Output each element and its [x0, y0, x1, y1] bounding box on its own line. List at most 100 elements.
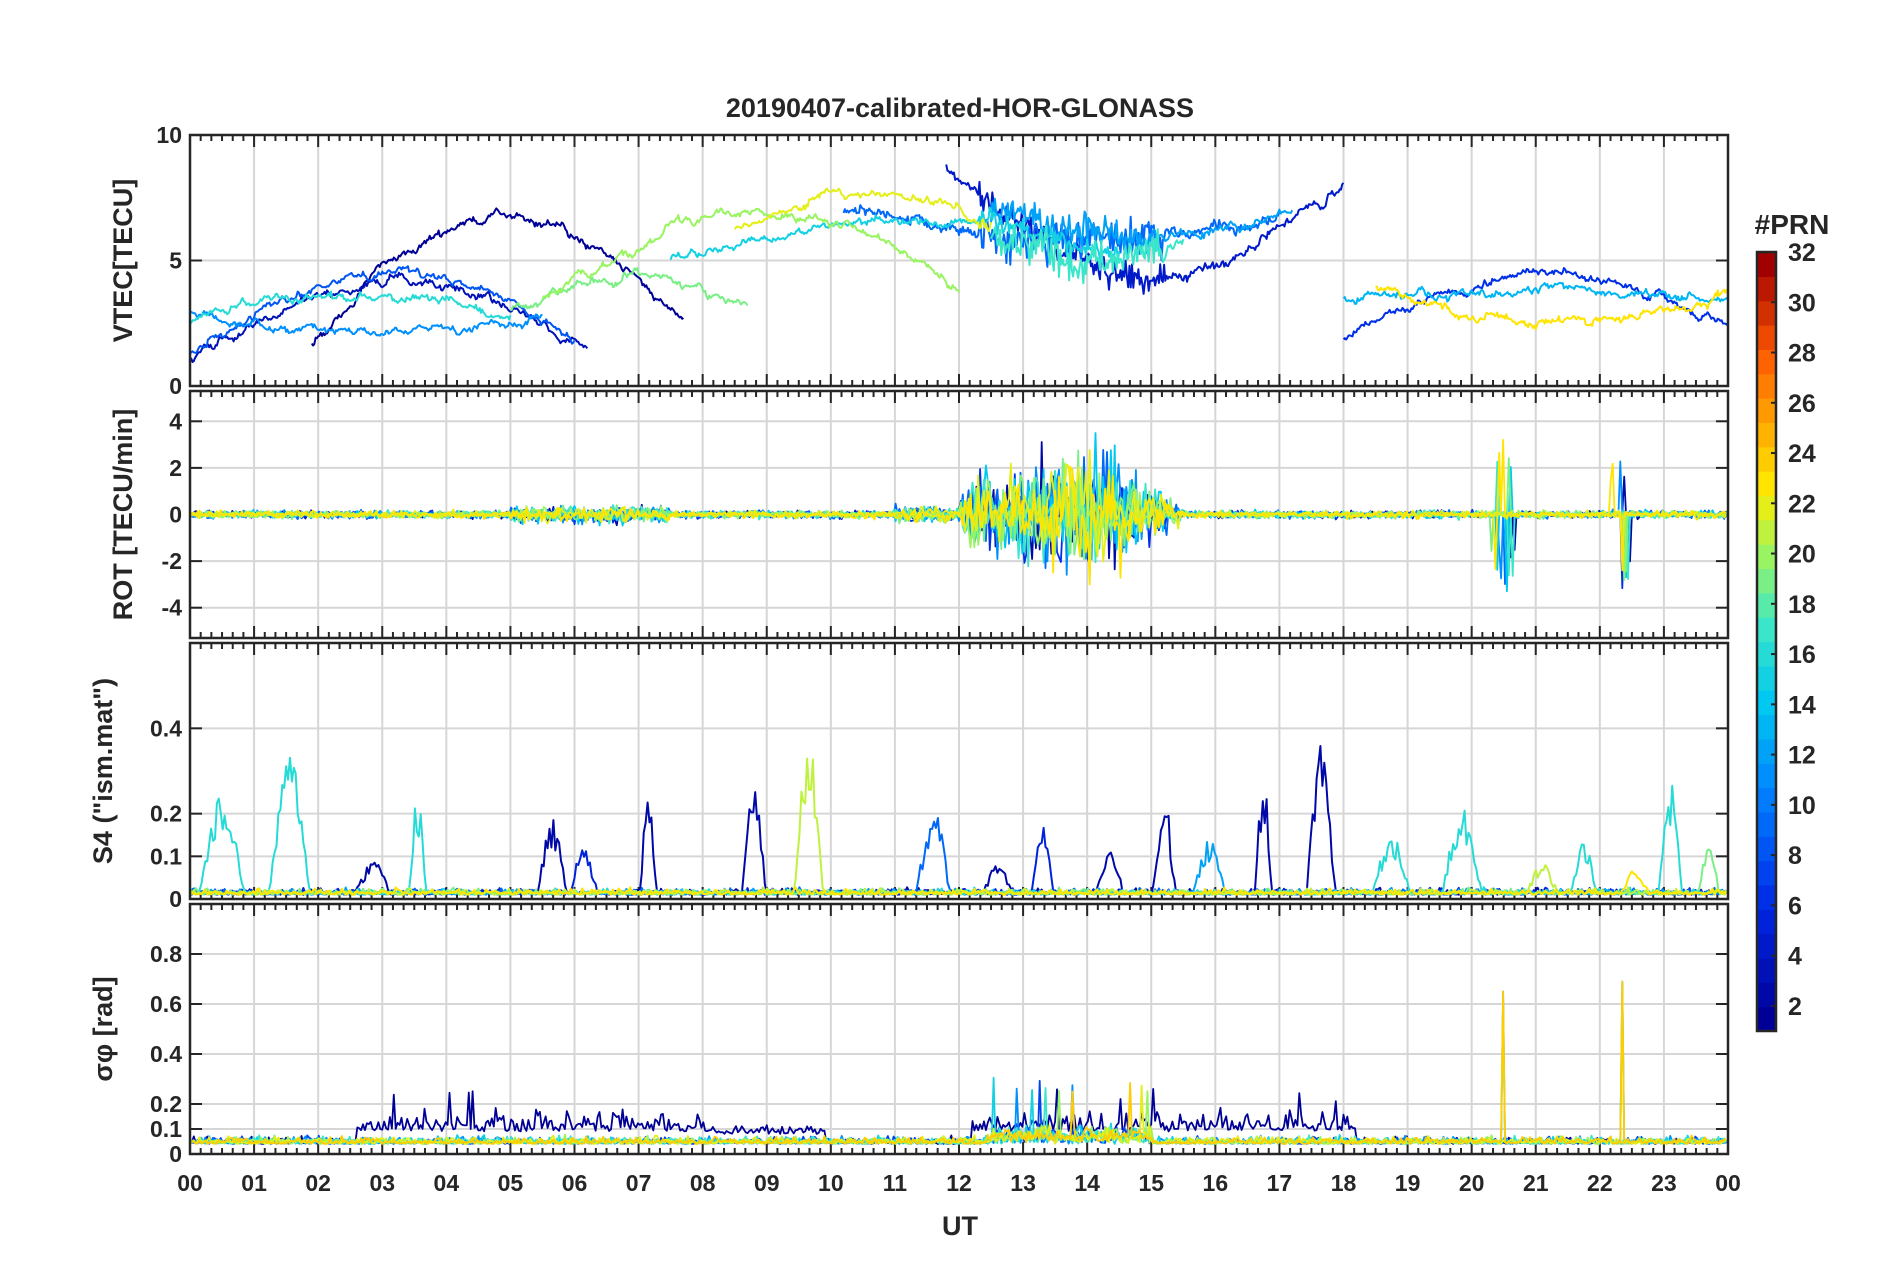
y-axis-title: ROT [TECU/min] [108, 409, 138, 620]
colorbar-segment [1757, 519, 1776, 545]
x-tick-label: 00 [177, 1170, 203, 1196]
vtec-line-prn-17 [990, 223, 1185, 285]
colorbar-segment [1757, 544, 1776, 570]
colorbar-segment [1757, 617, 1776, 643]
x-tick-label: 11 [883, 1170, 908, 1196]
vtec-line-prn-20 [541, 207, 960, 300]
x-tick-label: 14 [1074, 1170, 1100, 1196]
x-tick-label: 05 [498, 1170, 524, 1196]
vtec-series-group [190, 164, 1728, 363]
y-tick-label: 10 [156, 122, 182, 148]
colorbar-segment [1757, 592, 1776, 618]
colorbar-segment [1757, 884, 1776, 910]
y-tick-label: 0.1 [150, 843, 182, 869]
colorbar-tick-label: 20 [1788, 541, 1816, 569]
colorbar-segment [1757, 422, 1776, 448]
x-tick-label: 13 [1010, 1170, 1036, 1196]
colorbar-segment [1757, 373, 1776, 399]
colorbar-tick-label: 28 [1788, 340, 1816, 368]
x-axis-tick-labels: 00 01 02 03 04 05 06 07 08 09 10 11 12 13 14 15 16 17 18 19… [177, 1170, 1741, 1196]
plot-frame [188, 902, 1730, 1156]
sigma-line-prn-22 [190, 1084, 1727, 1145]
y-tick-label: 0.4 [150, 715, 182, 741]
colorbar-segment [1757, 300, 1776, 326]
colorbar-segment [1757, 495, 1776, 521]
colorbar-segment [1757, 738, 1776, 764]
colorbar-tick-label: 32 [1788, 239, 1816, 267]
colorbar-tick-label: 18 [1788, 591, 1816, 619]
x-tick-label: 21 [1523, 1170, 1549, 1196]
colorbar-segment [1757, 787, 1776, 813]
s4-series-group [190, 745, 1727, 896]
y-tick-label: 5 [169, 248, 182, 274]
vtec-line-prn-19 [510, 267, 749, 312]
x-axis-title: UT [942, 1211, 978, 1241]
colorbar-segment [1757, 836, 1776, 862]
vtec-line-prn-1 [310, 207, 685, 347]
plot-frame [188, 133, 1730, 388]
vtec-line-prn-22 [733, 187, 992, 233]
colorbar-segment [1757, 933, 1776, 959]
vtec-line-prn-11 [190, 310, 543, 337]
y-tick-label: 0.2 [150, 1091, 182, 1117]
vtec-line-prn-23 [1375, 285, 1728, 331]
colorbar-segment [1757, 1006, 1776, 1032]
x-tick-label: 07 [626, 1170, 652, 1196]
colorbar-segment [1757, 252, 1776, 277]
x-tick-label: 17 [1267, 1170, 1293, 1196]
x-tick-label: 09 [754, 1170, 780, 1196]
x-tick-label: 19 [1395, 1170, 1421, 1196]
sigma-series-group [190, 980, 1727, 1145]
x-tick-label: 16 [1203, 1170, 1229, 1196]
colorbar-segment [1757, 349, 1776, 375]
colorbar-title: #PRN [1755, 209, 1830, 240]
y-axis-title: S4 ("ism.mat") [88, 678, 118, 864]
y-axis-title: σφ [rad] [88, 976, 118, 1081]
colorbar-tick-label: 8 [1788, 842, 1802, 870]
colorbar-segment [1757, 909, 1776, 935]
vtec-line-prn-3 [190, 271, 589, 363]
vtec-line-prn-8 [190, 265, 576, 355]
rot-line-prn-23 [190, 439, 1727, 586]
colorbar-segment [1757, 811, 1776, 837]
y-tick-label: 0.8 [150, 941, 182, 967]
colorbar-segment [1757, 957, 1776, 983]
y-tick-label: -2 [162, 548, 182, 574]
y-tick-label: 0 [169, 502, 182, 528]
colorbar-frame [1755, 250, 1778, 1033]
y-tick-label: 0.6 [150, 991, 182, 1017]
sigma-line-prn-24 [190, 980, 1727, 1145]
x-tick-label: 08 [690, 1170, 716, 1196]
y-tick-label: 0 [169, 886, 182, 912]
x-tick-label: 03 [369, 1170, 395, 1196]
colorbar-segment [1757, 398, 1776, 424]
x-tick-label: 02 [305, 1170, 331, 1196]
y-tick-label: 0.4 [150, 1041, 182, 1067]
panel-rot: -4 -2 0 2 4 ROT [TECU/min] [108, 389, 1730, 640]
colorbar-segment [1757, 714, 1776, 740]
colorbar-tick-label: 24 [1788, 440, 1816, 468]
colorbar-tick-label: 30 [1788, 289, 1816, 317]
colorbar-tick-label: 22 [1788, 490, 1816, 518]
x-tick-label: 04 [434, 1170, 460, 1196]
colorbar-segment [1757, 665, 1776, 691]
colorbar-tick-label: 10 [1788, 792, 1816, 820]
vtec-line-prn-4 [945, 164, 1345, 295]
plot-frame [188, 389, 1730, 640]
s4-line-prn-23 [190, 870, 1727, 896]
x-tick-label: 00 [1715, 1170, 1741, 1196]
colorbar-tick-label: 12 [1788, 742, 1816, 770]
vtec-line-prn-13 [1342, 281, 1728, 305]
colorbar-tick-label: 6 [1788, 892, 1802, 920]
chart-title: 20190407-calibrated-HOR-GLONASS [726, 93, 1194, 123]
rot-series-group [190, 432, 1727, 593]
vtec-line-prn-6 [1342, 267, 1728, 341]
colorbar-segment [1757, 982, 1776, 1008]
colorbar-tick-label: 16 [1788, 641, 1816, 669]
y-tick-label: 0.2 [150, 801, 182, 827]
colorbar-segment [1757, 276, 1776, 302]
vtec-line-prn-16 [190, 290, 512, 324]
colorbar-tick-label: 14 [1788, 691, 1816, 719]
x-tick-label: 12 [946, 1170, 972, 1196]
